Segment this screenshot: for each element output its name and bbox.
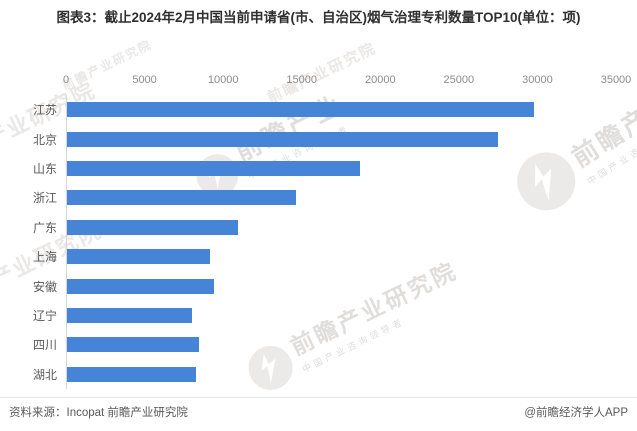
footer: 资料来源：Incopat 前瞻产业研究院 @前瞻经济学人APP	[9, 404, 628, 420]
x-axis-tick-label: 20000	[364, 74, 396, 86]
category-label: 广东	[32, 220, 57, 235]
category-label: 四川	[32, 338, 57, 353]
category-label: 江苏	[32, 103, 57, 118]
source-note: 资料来源：Incopat 前瞻产业研究院	[9, 407, 188, 419]
bar	[67, 161, 361, 177]
bar-row: 四川	[0, 330, 616, 359]
bar-track	[67, 131, 616, 147]
bar-row: 辽宁	[0, 301, 616, 330]
bar-track	[67, 102, 616, 118]
category-label: 上海	[32, 250, 57, 265]
bar-row: 浙江	[0, 183, 616, 212]
bar	[67, 278, 215, 294]
plot-area: 江苏北京山东浙江广东上海安徽辽宁四川湖北	[0, 95, 637, 389]
category-label: 浙江	[32, 191, 57, 206]
bar-track	[67, 308, 616, 324]
bar-track	[67, 190, 616, 206]
watermark-tile-1: 前瞻产业研究院	[58, 37, 156, 93]
category-label: 北京	[32, 132, 57, 147]
x-axis-tick-label: 10000	[207, 74, 239, 86]
bar	[67, 308, 193, 324]
x-axis-tick-label: 0	[62, 74, 70, 86]
x-axis-tick-label: 5000	[132, 74, 157, 86]
x-axis-tick-label: 35000	[600, 74, 632, 86]
bar-row: 山东	[0, 154, 616, 183]
bar-track	[67, 337, 616, 353]
bar-row: 广东	[0, 213, 616, 242]
x-axis-tick-labels: 0 5000 10000 15000 20000 25000 30000 35000	[62, 74, 631, 88]
bar-track	[67, 161, 616, 177]
bar	[67, 102, 535, 118]
credit-note: @前瞻经济学人APP	[524, 407, 628, 419]
bar-row: 北京	[0, 124, 616, 153]
bar-rows: 江苏北京山东浙江广东上海安徽辽宁四川湖北	[0, 95, 616, 389]
category-label: 湖北	[32, 367, 57, 382]
chart-title: 图表3：截止2024年2月中国当前申请省(市、自治区)烟气治理专利数量TOP10…	[56, 10, 581, 25]
category-label: 辽宁	[32, 309, 57, 324]
bar	[67, 219, 238, 235]
bar-track	[67, 219, 616, 235]
bar-track	[67, 249, 616, 265]
footer-divider	[0, 397, 637, 398]
category-axis-line	[66, 95, 67, 389]
bar	[67, 190, 296, 206]
bar-row: 上海	[0, 242, 616, 271]
category-label: 山东	[32, 162, 57, 177]
bar	[67, 366, 196, 382]
bar	[67, 131, 499, 147]
bar	[67, 249, 210, 265]
x-axis-tick-label: 25000	[443, 74, 475, 86]
bar-track	[67, 366, 616, 382]
category-label: 安徽	[32, 279, 57, 294]
x-axis-tick-label: 15000	[286, 74, 317, 86]
bar	[67, 337, 199, 353]
x-axis-tick-label: 30000	[522, 74, 553, 86]
bar-track	[67, 278, 616, 294]
bar-row: 江苏	[0, 95, 616, 124]
bar-row: 安徽	[0, 271, 616, 300]
bar-row: 湖北	[0, 360, 616, 389]
